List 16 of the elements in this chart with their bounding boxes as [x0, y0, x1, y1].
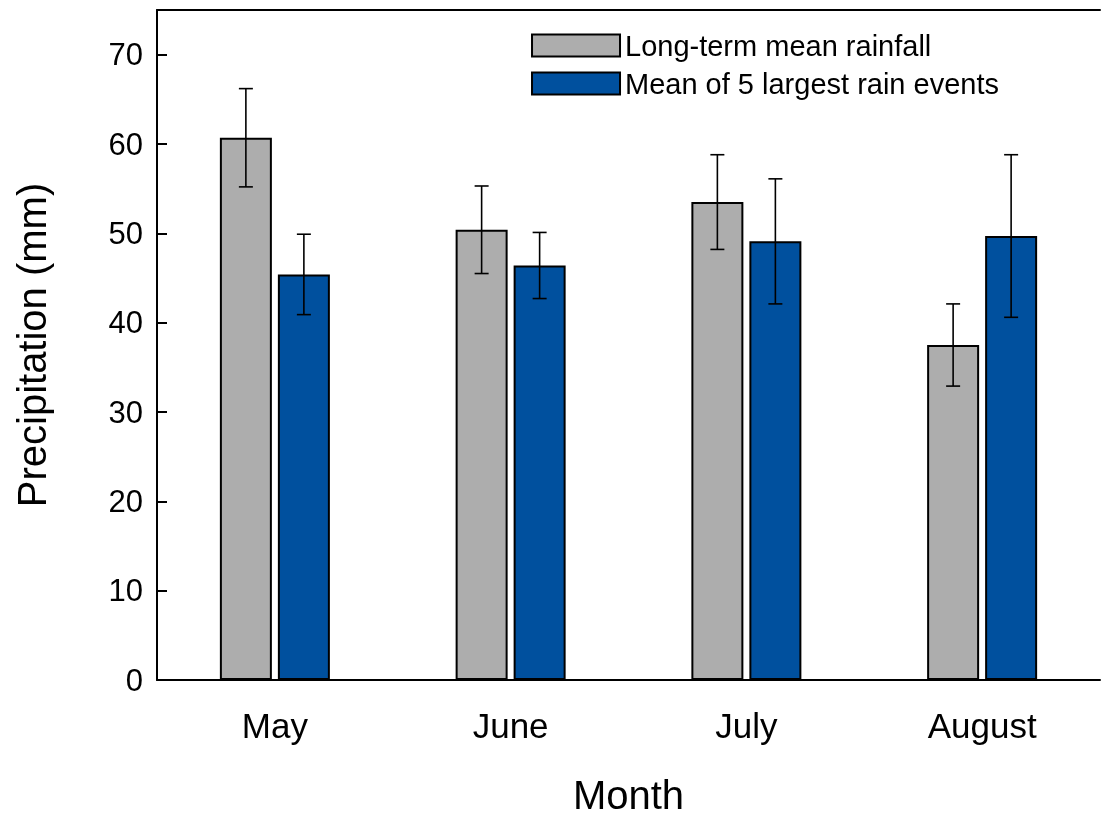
y-tick-label: 0: [125, 662, 143, 698]
y-tick-label: 20: [108, 483, 143, 519]
x-axis-title: Month: [572, 773, 685, 817]
y-tick-label: 50: [108, 215, 143, 251]
y-tick-label: 10: [108, 573, 143, 609]
legend-label: Long-term mean rainfall: [625, 29, 932, 62]
y-tick-label: 30: [108, 394, 143, 430]
y-tick-label: 70: [108, 37, 143, 73]
x-tick-label: July: [715, 706, 778, 745]
y-axis-title: Precipitation (mm): [10, 182, 54, 508]
y-tick-label: 40: [108, 305, 143, 341]
legend-label: Mean of 5 largest rain events: [625, 67, 999, 100]
y-tick-label: 60: [108, 126, 143, 162]
x-tick-label: August: [927, 706, 1037, 745]
x-tick-label: June: [472, 706, 549, 745]
x-tick-label: May: [241, 706, 309, 745]
